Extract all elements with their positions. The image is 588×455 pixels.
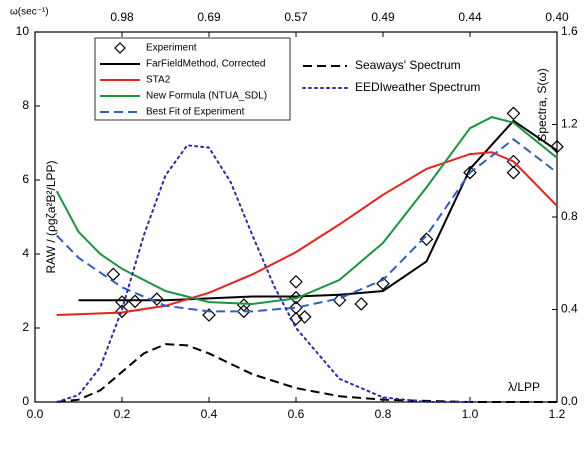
data-point <box>289 300 303 315</box>
x2-axis-title: ω(sec⁻¹) <box>10 7 49 18</box>
legend-label: New Formula (NTUA_SDL) <box>146 91 267 102</box>
y-tick-label: 8 <box>22 98 29 112</box>
y-tick-label: 2 <box>22 320 29 334</box>
data-point <box>354 297 369 311</box>
data-line <box>56 138 558 313</box>
y2-tick-label: 1.2 <box>561 117 578 131</box>
data-line <box>55 116 558 305</box>
y2-tick-label: 1.6 <box>561 24 578 38</box>
data-point <box>289 311 303 326</box>
legend-label: Seaways' Spectrum <box>355 58 461 72</box>
x-axis-title: λ/LPP <box>508 380 540 394</box>
data-point <box>376 276 390 291</box>
data-point <box>115 304 129 319</box>
y2-tick-label: 0.0 <box>561 394 578 408</box>
x-tick-label: 0.0 <box>27 407 44 421</box>
data-point <box>128 294 142 309</box>
x2-tick-label: 0.57 <box>284 10 308 24</box>
x2-tick-label: 0.44 <box>458 10 482 24</box>
x-tick-label: 0.8 <box>375 407 392 421</box>
legend-label: Experiment <box>146 43 197 54</box>
data-point <box>550 139 564 154</box>
x2-tick-label: 0.98 <box>110 10 134 24</box>
y2-axis-title: Spectra, S(ω) <box>535 68 549 141</box>
x-tick-label: 1.2 <box>549 407 566 421</box>
data-point <box>289 274 303 289</box>
x-tick-label: 1.0 <box>462 407 479 421</box>
data-line <box>78 119 558 302</box>
legend-label: STA2 <box>146 75 171 86</box>
legend-label: FarFieldMethod, Corrected <box>146 59 266 70</box>
data-point <box>236 304 251 319</box>
data-point <box>149 292 164 306</box>
y-axis-title: RAW / (ρgζa²B²/LPP) <box>44 160 58 273</box>
y-tick-label: 10 <box>16 24 30 38</box>
y-tick-label: 6 <box>22 172 29 186</box>
data-point <box>106 267 121 282</box>
x2-tick-label: 0.49 <box>371 10 395 24</box>
x-tick-label: 0.2 <box>114 407 131 421</box>
data-point <box>506 165 521 180</box>
data-line <box>56 151 558 317</box>
data-point <box>506 106 521 121</box>
x2-tick-label: 0.40 <box>545 10 569 24</box>
data-line <box>56 343 557 403</box>
y2-tick-label: 0.8 <box>561 209 578 223</box>
y2-tick-label: 0.4 <box>561 302 578 316</box>
x-tick-label: 0.6 <box>288 407 305 421</box>
data-point <box>202 308 216 322</box>
data-line <box>55 144 471 403</box>
data-point <box>297 310 312 324</box>
x2-tick-label: 0.69 <box>197 10 221 24</box>
legend-label: EEDIweather Spectrum <box>355 80 480 94</box>
data-point <box>419 232 434 247</box>
x-tick-label: 0.4 <box>201 407 218 421</box>
y-tick-label: 4 <box>22 246 29 260</box>
legend-marker <box>114 42 126 54</box>
y-tick-label: 0 <box>22 394 29 408</box>
legend-label: Best Fit of Experiment <box>146 107 245 118</box>
